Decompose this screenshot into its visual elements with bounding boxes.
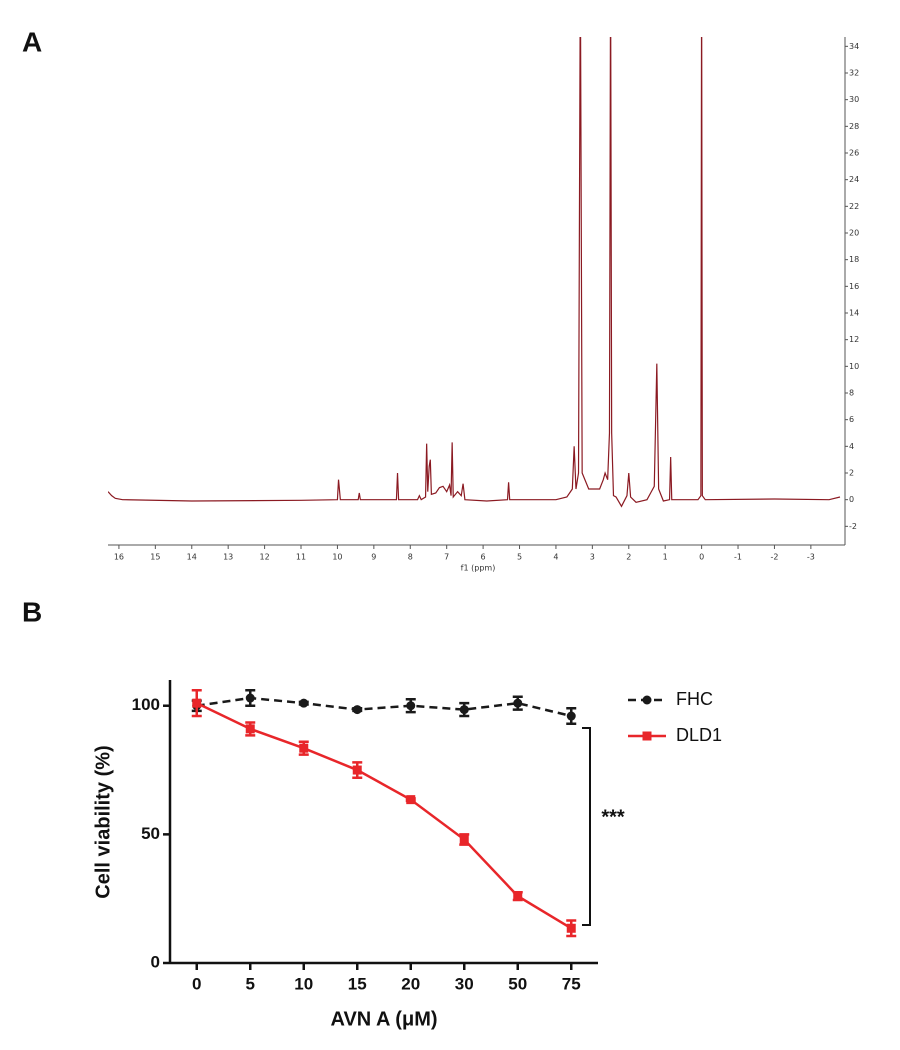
x-tick-label: 13 <box>223 553 233 562</box>
x-tick-label: 0 <box>192 974 201 993</box>
x-tick-label: 3 <box>590 553 595 562</box>
x-tick-label: 4 <box>553 553 558 562</box>
y-tick-label: 24 <box>849 175 859 184</box>
x-tick-label: 14 <box>187 553 197 562</box>
x-tick-label: 20 <box>401 974 420 993</box>
marker <box>513 891 523 901</box>
x-tick-label: 75 <box>562 974 581 993</box>
x-tick-label: 50 <box>508 974 527 993</box>
y-tick-label: 6 <box>849 415 854 424</box>
y-tick-label: 0 <box>151 952 160 971</box>
legend-label: DLD1 <box>676 725 722 745</box>
significance-bracket <box>582 727 591 926</box>
x-tick-label: -1 <box>734 553 742 562</box>
y-tick-label: 32 <box>849 69 859 78</box>
y-tick-label: 30 <box>849 95 859 104</box>
marker <box>406 701 416 711</box>
x-tick-label: 5 <box>517 553 522 562</box>
spectrum-line <box>108 37 841 508</box>
annotation: *** <box>601 806 625 828</box>
y-tick-label: 4 <box>849 442 854 451</box>
marker <box>192 698 202 708</box>
panel-label: B <box>22 596 42 627</box>
y-tick-label: 100 <box>132 695 160 714</box>
y-tick-label: 16 <box>849 282 859 291</box>
x-tick-label: 0 <box>699 553 704 562</box>
y-tick-label: 26 <box>849 149 859 158</box>
y-tick-label: 50 <box>141 824 160 843</box>
marker <box>245 693 255 703</box>
y-tick-label: 14 <box>849 309 859 318</box>
x-tick-label: 7 <box>444 553 449 562</box>
x-tick-label: 15 <box>150 553 160 562</box>
marker <box>459 705 469 715</box>
x-tick-label: 16 <box>114 553 124 562</box>
series-line <box>196 702 572 930</box>
y-tick-label: 8 <box>849 389 854 398</box>
x-axis-label: f1 (ppm) <box>461 564 496 573</box>
y-tick-label: 20 <box>849 229 859 238</box>
x-tick-label: 10 <box>332 553 342 562</box>
x-tick-label: 30 <box>455 974 474 993</box>
marker <box>352 705 362 715</box>
marker <box>459 835 469 845</box>
x-tick-label: 2 <box>626 553 631 562</box>
y-tick-label: 0 <box>849 495 854 504</box>
legend-label: FHC <box>676 689 713 709</box>
y-tick-label: 18 <box>849 255 859 264</box>
x-tick-label: 6 <box>481 553 486 562</box>
y-axis-label: Cell viability (%) <box>92 745 114 898</box>
x-tick-label: -2 <box>770 553 778 562</box>
legend-marker <box>642 731 652 741</box>
y-tick-label: 10 <box>849 362 859 371</box>
x-tick-label: 1 <box>663 553 668 562</box>
x-tick-label: -3 <box>807 553 815 562</box>
marker <box>352 765 362 775</box>
x-tick-label: 11 <box>296 553 306 562</box>
marker <box>566 711 576 721</box>
x-tick-label: 9 <box>371 553 376 562</box>
x-tick-label: 5 <box>246 974 255 993</box>
marker <box>406 795 416 805</box>
marker <box>513 698 523 708</box>
marker <box>245 724 255 734</box>
y-tick-label: 34 <box>849 42 859 51</box>
y-tick-label: 2 <box>849 469 854 478</box>
panel-label: A <box>22 26 42 57</box>
marker <box>299 698 309 708</box>
x-tick-label: 10 <box>294 974 313 993</box>
marker <box>566 923 576 933</box>
x-tick-label: 8 <box>408 553 413 562</box>
x-tick-label: 12 <box>260 553 270 562</box>
y-tick-label: -2 <box>849 522 857 531</box>
series-line <box>196 696 572 718</box>
y-tick-label: 12 <box>849 335 859 344</box>
y-tick-label: 28 <box>849 122 859 131</box>
x-axis-label: AVN A (μM) <box>330 1008 437 1030</box>
marker <box>299 743 309 753</box>
x-tick-label: 15 <box>348 974 367 993</box>
legend-marker <box>642 695 652 705</box>
y-tick-label: 22 <box>849 202 859 211</box>
